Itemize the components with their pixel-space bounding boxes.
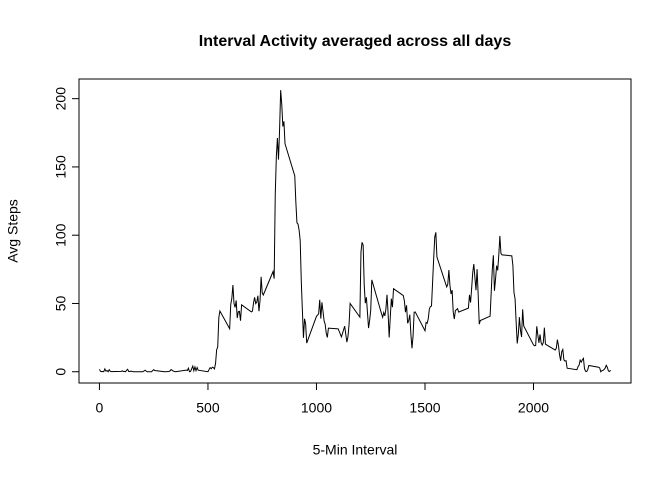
y-tick-label: 150 xyxy=(53,155,69,179)
x-tick-label: 1000 xyxy=(301,400,332,416)
y-tick-label: 200 xyxy=(53,87,69,111)
y-tick-label: 100 xyxy=(53,223,69,247)
data-line xyxy=(99,90,611,373)
x-tick-label: 500 xyxy=(196,400,220,416)
x-tick-label: 0 xyxy=(96,400,104,416)
x-axis-label: 5-Min Interval xyxy=(313,442,398,458)
x-tick-label: 1500 xyxy=(409,400,440,416)
x-tick-label: 2000 xyxy=(518,400,549,416)
chart-title: Interval Activity averaged across all da… xyxy=(199,33,512,50)
y-tick-label: 50 xyxy=(53,295,69,311)
y-tick-label: 0 xyxy=(53,368,69,376)
y-axis-label: Avg Steps xyxy=(5,199,21,263)
